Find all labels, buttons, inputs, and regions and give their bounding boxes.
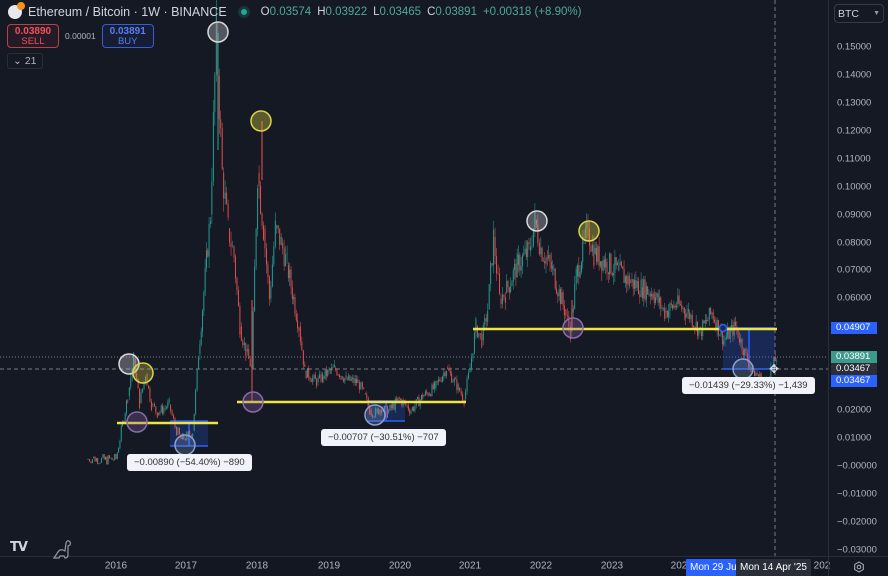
highlight-circle (174, 434, 196, 456)
price-tick: 0.08000 (837, 237, 872, 249)
highlight-circle (578, 220, 600, 242)
highlight-circle (242, 391, 264, 413)
chart-settings-button[interactable] (828, 556, 888, 576)
highlight-circle (732, 358, 754, 380)
measure-label-2016[interactable]: −0.00890 (−54.40%) −890 (127, 454, 252, 471)
highlight-circle (132, 362, 154, 384)
price-label: 0.03467 (831, 363, 877, 375)
time-tick: 2022 (529, 560, 553, 572)
highlight-circle (562, 317, 584, 339)
close-label: C (427, 6, 436, 18)
highlight-circle (207, 21, 229, 43)
high-value: 0.03922 (325, 6, 368, 18)
price-tick: 0.13000 (837, 97, 872, 109)
highlight-circle (526, 210, 548, 232)
price-tick: −0.02000 (837, 516, 877, 528)
price-tick: −0.00000 (837, 460, 877, 472)
range-start-date-label: Mon 29 Ju (686, 559, 736, 576)
crosshair-cursor-icon: ✥ (769, 362, 779, 376)
time-tick: 2021 (458, 560, 482, 572)
ohlc-values: O0.03574 H0.03922 L0.03465 C0.03891 +0.0… (261, 6, 582, 18)
price-change: +0.00318 (+8.90%) (482, 6, 582, 18)
time-tick: 202 (670, 560, 688, 572)
time-tick: 2023 (600, 560, 624, 572)
time-tick: 2019 (317, 560, 341, 572)
market-open-status-icon (240, 9, 247, 15)
close-value: 0.03891 (435, 6, 477, 18)
measure-label-2025[interactable]: −0.01439 (−29.33%) −1,439 (682, 377, 815, 394)
time-tick: 2016 (104, 560, 128, 572)
price-label: 0.03467 (831, 375, 877, 387)
time-axis[interactable] (0, 556, 828, 576)
dinosaur-icon[interactable] (52, 538, 74, 560)
price-tick: −0.01000 (837, 488, 877, 500)
currency-value: BTC (838, 7, 859, 20)
sell-label: SELL (21, 36, 45, 47)
price-tick: 0.14000 (837, 69, 872, 81)
price-tick: 0.07000 (837, 264, 872, 276)
price-axis[interactable] (828, 0, 888, 556)
price-tick: 0.10000 (837, 181, 872, 193)
time-tick: 2017 (174, 560, 198, 572)
low-value: 0.03465 (379, 6, 422, 18)
time-tick: 202 (813, 560, 831, 572)
price-tick: −0.03000 (837, 544, 877, 556)
trade-panel: 0.03890 SELL 0.00001 0.03891 BUY (7, 24, 154, 48)
price-chart[interactable]: ✥ (0, 0, 828, 556)
price-label: 0.04907 (831, 322, 877, 334)
open-label: O (260, 6, 270, 18)
buy-button[interactable]: 0.03891 BUY (101, 24, 154, 48)
time-tick: 2018 (245, 560, 269, 572)
open-value: 0.03574 (269, 6, 312, 18)
eth-btc-symbol-icon (8, 2, 25, 19)
price-tick: 0.06000 (837, 292, 872, 304)
symbol-title[interactable]: Ethereum / Bitcoin · 1W · BINANCE (28, 5, 227, 19)
crosshair-date-label: Mon 14 Apr '25 (736, 559, 811, 576)
highlight-circle (250, 110, 272, 132)
high-label: H (317, 6, 326, 18)
indicators-count: 21 (24, 55, 37, 67)
highlight-circle (364, 404, 386, 426)
buy-label: BUY (117, 36, 138, 47)
low-label: L (373, 6, 380, 18)
indicators-toggle-button[interactable]: ⌄ 21 (7, 53, 43, 69)
measure-anchor (718, 323, 728, 333)
measure-label-2019[interactable]: −0.00707 (−30.51%) −707 (321, 429, 446, 446)
tradingview-logo[interactable]: TV (10, 540, 28, 555)
sell-button[interactable]: 0.03890 SELL (7, 24, 59, 48)
price-tick: 0.09000 (837, 209, 872, 221)
price-tick: 0.12000 (837, 125, 872, 137)
chevron-down-icon: ▼ (873, 10, 880, 17)
spread-value: 0.00001 (65, 31, 96, 41)
buy-price: 0.03891 (109, 26, 146, 37)
price-tick: 0.15000 (837, 41, 872, 53)
highlight-circle (126, 411, 148, 433)
price-tick: 0.11000 (837, 153, 871, 165)
price-tick: 0.01000 (837, 432, 872, 444)
chevron-down-icon: ⌄ (13, 55, 22, 67)
price-label: 0.03891 (831, 351, 877, 363)
price-tick: 0.02000 (837, 404, 872, 416)
sell-price: 0.03890 (14, 26, 52, 37)
symbol-legend: Ethereum / Bitcoin · 1W · BINANCE O0.035… (8, 2, 582, 19)
currency-select[interactable]: BTC ▼ (834, 4, 884, 23)
gear-icon (853, 560, 864, 573)
time-tick: 2020 (388, 560, 412, 572)
